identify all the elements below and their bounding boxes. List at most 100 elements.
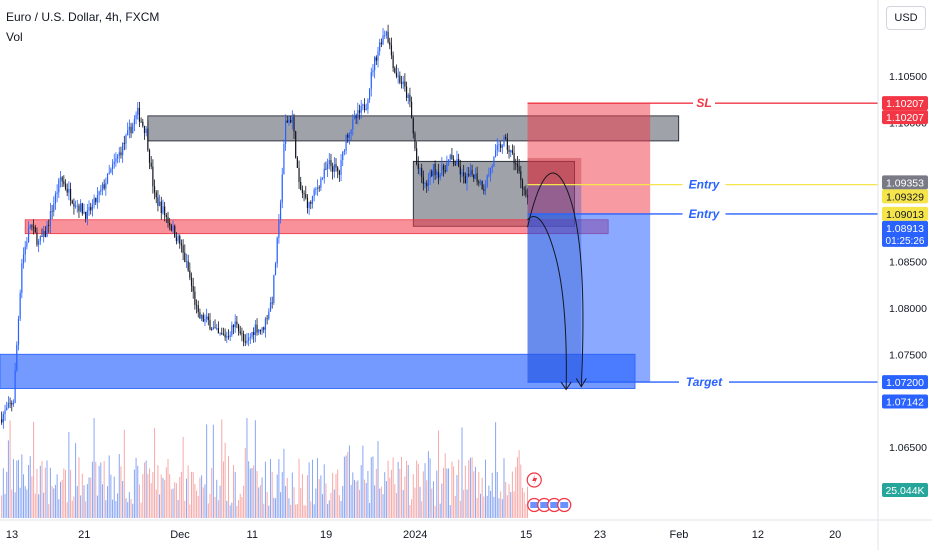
candle-body bbox=[122, 143, 124, 156]
candle-body bbox=[405, 86, 408, 98]
candle-body bbox=[303, 193, 305, 195]
volume-bar bbox=[466, 489, 468, 518]
volume-bar bbox=[377, 441, 379, 518]
volume-bar bbox=[14, 492, 16, 518]
candle-body bbox=[389, 42, 391, 46]
volume-bar bbox=[280, 492, 282, 518]
volume-bar bbox=[352, 472, 354, 518]
x-tick-label: Dec bbox=[170, 529, 190, 541]
candle-body bbox=[506, 138, 508, 150]
candle-body bbox=[454, 164, 456, 165]
candle-body bbox=[185, 261, 188, 263]
candle-body bbox=[76, 205, 78, 207]
zone-red-2 bbox=[24, 219, 609, 235]
candle-body bbox=[22, 254, 25, 264]
volume-bar bbox=[515, 466, 517, 518]
y-tick-label: 1.07500 bbox=[889, 349, 927, 361]
volume-bar bbox=[33, 421, 35, 518]
volume-bar bbox=[406, 460, 408, 518]
candle-body bbox=[241, 333, 243, 335]
volume-bar bbox=[49, 467, 51, 518]
candle-body bbox=[355, 116, 357, 118]
volume-bar bbox=[75, 443, 77, 518]
volume-bar bbox=[345, 455, 347, 518]
volume-bar bbox=[431, 488, 433, 518]
candle-body bbox=[459, 166, 461, 175]
volume-bar bbox=[85, 501, 87, 518]
volume-bar bbox=[387, 460, 389, 518]
volume-bar bbox=[360, 465, 362, 518]
volume-bar bbox=[456, 475, 458, 518]
volume-bar bbox=[390, 469, 392, 518]
candle-body bbox=[221, 332, 223, 334]
candle-body bbox=[279, 202, 282, 220]
candle-body bbox=[237, 324, 240, 332]
candle-body bbox=[461, 172, 463, 175]
volume-bar bbox=[133, 469, 135, 518]
candle-body bbox=[464, 176, 466, 184]
candle-body bbox=[127, 130, 129, 136]
volume-bar bbox=[328, 500, 330, 518]
candle-body bbox=[253, 331, 255, 336]
candle-body bbox=[360, 105, 362, 113]
volume-bar bbox=[464, 465, 466, 518]
candle-body bbox=[187, 261, 189, 271]
volume-bar bbox=[463, 489, 465, 518]
candle-body bbox=[71, 200, 73, 204]
candle-body bbox=[375, 57, 377, 61]
price-tag-text-0: 1.10207 bbox=[886, 98, 924, 110]
candle-body bbox=[432, 164, 435, 177]
candle-body bbox=[285, 120, 287, 144]
candle-body bbox=[160, 201, 162, 214]
candle-body bbox=[316, 187, 319, 190]
volume-bar bbox=[454, 496, 456, 518]
volume-bar bbox=[264, 461, 266, 518]
volume-bar bbox=[234, 471, 236, 518]
candle-body bbox=[321, 178, 324, 179]
volume-bar bbox=[140, 502, 142, 518]
volume-bar bbox=[185, 478, 187, 518]
candle-body bbox=[278, 219, 280, 238]
candle-body bbox=[137, 107, 139, 115]
candle-body bbox=[184, 252, 186, 262]
volume-bar bbox=[335, 473, 337, 518]
volume-bar bbox=[451, 461, 453, 518]
candle-body bbox=[372, 70, 374, 73]
volume-bar bbox=[108, 455, 110, 518]
candle-body bbox=[442, 165, 445, 170]
volume-bar bbox=[337, 469, 339, 518]
volume-indicator-label[interactable]: Vol bbox=[6, 30, 23, 44]
candle-body bbox=[91, 204, 93, 211]
candle-body bbox=[103, 184, 105, 189]
candle-body bbox=[311, 196, 314, 204]
candle-body bbox=[63, 181, 65, 184]
volume-bar bbox=[54, 484, 56, 518]
candle-body bbox=[227, 336, 230, 338]
candle-body bbox=[476, 173, 478, 182]
volume-bar bbox=[348, 445, 350, 518]
volume-bar bbox=[458, 459, 460, 518]
volume-bar bbox=[211, 467, 213, 518]
volume-bar bbox=[266, 491, 268, 518]
volume-bar bbox=[83, 485, 85, 518]
volume-bar bbox=[355, 481, 357, 518]
volume-bar bbox=[6, 471, 8, 518]
volume-bar bbox=[202, 487, 204, 518]
candle-body bbox=[159, 201, 161, 206]
volume-bar bbox=[347, 451, 349, 518]
candle-body bbox=[516, 164, 519, 167]
candle-body bbox=[33, 226, 35, 228]
candle-body bbox=[350, 129, 352, 134]
candle-body bbox=[340, 159, 342, 175]
currency-button[interactable]: USD bbox=[886, 6, 926, 30]
volume-bar bbox=[138, 484, 140, 518]
volume-bar bbox=[68, 431, 70, 518]
candle-body bbox=[447, 159, 450, 164]
volume-bar bbox=[488, 485, 490, 518]
candle-body bbox=[43, 230, 45, 237]
volume-bar bbox=[310, 501, 312, 518]
candle-body bbox=[199, 312, 201, 319]
volume-bar bbox=[229, 505, 231, 518]
candle-body bbox=[164, 206, 166, 216]
